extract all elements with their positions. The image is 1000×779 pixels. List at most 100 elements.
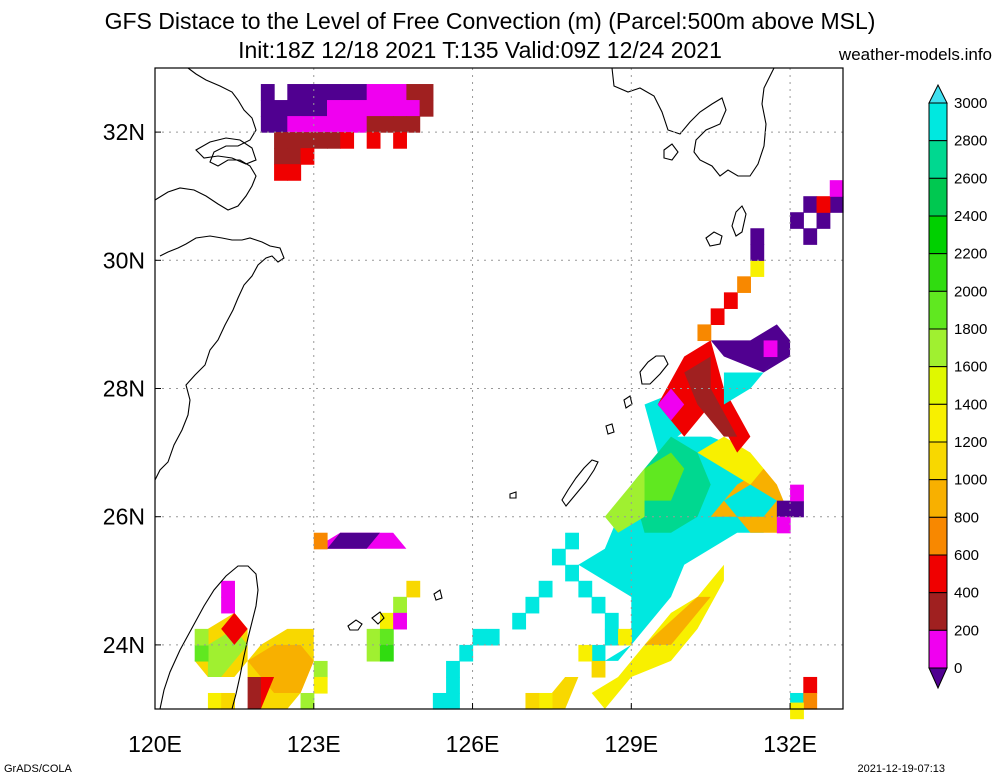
field-cell: [393, 596, 407, 614]
colorbar-swatch: [928, 177, 948, 217]
field-cell: [432, 692, 447, 710]
field-cell: [829, 180, 844, 197]
yaeyama-island-b: [371, 611, 385, 625]
field-cell: [327, 116, 341, 133]
field-cell: [194, 644, 209, 662]
field-cell: [803, 676, 818, 694]
field-cell: [750, 260, 765, 277]
field-cell: [393, 132, 407, 149]
lon-label: 132E: [763, 731, 817, 757]
field-cell: [406, 84, 421, 101]
lfc-band-magenta-north: [657, 388, 685, 421]
field-cell: [274, 164, 288, 181]
lfc-taiwan-orange: [247, 644, 314, 693]
field-cell: [366, 100, 381, 117]
colorbar-swatch: [928, 290, 948, 330]
field-cell: [300, 692, 315, 710]
field-cell: [591, 596, 606, 614]
lfc-band-yellow-east: [697, 436, 764, 485]
field-cell: [565, 564, 579, 582]
colorbar-top-arrow: [928, 83, 948, 104]
colorbar-swatch: [928, 441, 948, 481]
lfc-band-cyan: [578, 436, 777, 661]
field-cell: [538, 580, 553, 598]
lfc-taiwan-darkred: [247, 676, 261, 709]
colorbar-swatch: [928, 253, 948, 292]
field-cell: [313, 100, 328, 117]
coastline-layer: [154, 67, 775, 710]
field-cell: [750, 244, 765, 261]
field-cell: [790, 500, 804, 518]
ryukyu-island-c: [509, 491, 517, 499]
colorbar-swatch: [928, 554, 948, 594]
field-cell: [790, 484, 804, 502]
colorbar-label: 1000: [954, 472, 987, 489]
field-cell: [525, 596, 540, 614]
ryukyu-island-b: [605, 423, 615, 435]
field-cell: [287, 116, 302, 133]
colorbar-bottom-arrow: [928, 667, 948, 690]
field-cell: [525, 692, 540, 710]
kyushu-coastline: [611, 67, 775, 177]
taiwan-coastline: [159, 565, 259, 710]
field-cell: [313, 132, 328, 149]
field-cell: [512, 612, 527, 630]
colorbar-swatch: [928, 592, 948, 631]
field-cell: [300, 116, 315, 133]
field-cell: [327, 132, 341, 149]
yangtze-estuary: [195, 137, 257, 165]
field-cell: [287, 100, 302, 117]
colorbar-label: 800: [954, 509, 979, 526]
field-cell: [393, 84, 407, 101]
field-cell: [366, 84, 381, 101]
colorbar-label: 3000: [954, 95, 987, 112]
tanegashima-island: [731, 205, 747, 237]
china-coastline-north: [154, 67, 257, 211]
field-cell: [300, 132, 315, 149]
field-cell: [260, 100, 275, 117]
colorbar-label: 2600: [954, 170, 987, 187]
field-cell: [459, 644, 474, 662]
field-cell: [406, 100, 421, 117]
yakushima-island: [705, 231, 723, 247]
lon-label: 123E: [287, 731, 341, 757]
colorbar-swatch: [928, 102, 948, 142]
field-cell: [816, 212, 831, 229]
field-cell: [366, 116, 381, 133]
field-cell: [393, 116, 407, 133]
field-cell: [763, 340, 778, 358]
colorbar-swatch: [928, 215, 948, 255]
field-cell: [194, 628, 209, 646]
field-cell: [300, 148, 315, 165]
lfc-band-lime: [604, 468, 645, 533]
chart-subtitle: Init:18Z 12/18 2021 T:135 Valid:09Z 12/2…: [238, 37, 722, 63]
yonaguni-island: [433, 589, 443, 601]
field-cell: [366, 628, 381, 646]
field-cell: [260, 84, 275, 101]
field-cell: [366, 132, 381, 149]
field-cell: [313, 116, 328, 133]
field-cell: [327, 100, 341, 117]
field-cell: [221, 692, 235, 710]
lon-label: 129E: [604, 731, 658, 757]
axis-ticks: 120E 123E 126E 129E 132E 32N 30N 28N 26N 24N: [103, 119, 817, 757]
field-cell: [604, 612, 619, 630]
generated-timestamp: 2021-12-19-07:13: [857, 763, 945, 775]
colorbar-label: 0: [954, 660, 962, 677]
field-cell: [207, 692, 222, 710]
field-cell: [803, 196, 818, 213]
field-cell: [776, 500, 791, 518]
field-cell: [221, 580, 235, 598]
colorbar-label: 600: [954, 547, 979, 564]
field-cell: [300, 100, 315, 117]
field-cell: [300, 84, 315, 101]
field-cell: [618, 628, 632, 646]
field-cell: [723, 292, 738, 309]
software-credit: GrADS/COLA: [4, 763, 72, 775]
kyushu-island-west: [663, 143, 679, 161]
field-cell: [816, 196, 831, 213]
field-cell: [406, 116, 421, 133]
field-cell: [578, 580, 593, 598]
field-cell: [379, 84, 394, 101]
